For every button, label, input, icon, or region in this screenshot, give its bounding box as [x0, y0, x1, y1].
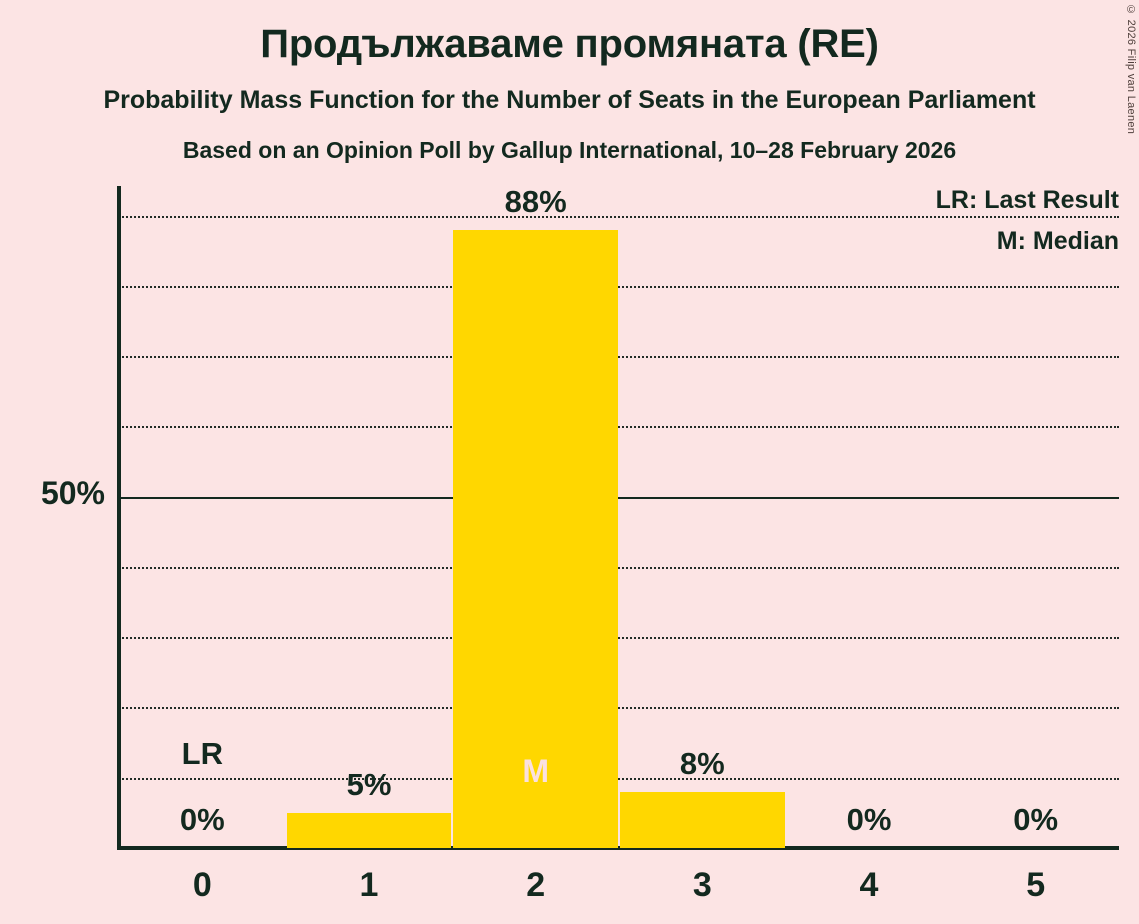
gridline	[119, 356, 1119, 359]
copyright-notice: © 2026 Filip van Laenen	[1125, 4, 1137, 135]
chart-subtitle: Probability Mass Function for the Number…	[103, 86, 1036, 114]
x-axis-tick-label: 2	[526, 866, 546, 904]
x-axis-line	[117, 846, 1119, 850]
bar-value-label: 88%	[504, 183, 567, 219]
chart-source-subtitle: Based on an Opinion Poll by Gallup Inter…	[182, 137, 957, 163]
bar: M	[453, 229, 618, 848]
bar-value-label: 0%	[179, 802, 225, 837]
bar	[620, 791, 785, 848]
gridline	[119, 777, 1119, 780]
bar-value-label: 0%	[846, 802, 892, 837]
legend-item-last-result: LR: Last Result	[935, 186, 1119, 214]
gridline	[119, 637, 1119, 640]
y-axis-tick-label: 50%	[40, 474, 105, 511]
x-axis-tick-label: 0	[192, 866, 212, 904]
y-axis-line	[117, 186, 121, 850]
gridline	[119, 426, 1119, 429]
x-axis-tick-label: 1	[359, 866, 379, 904]
bar-value-label: 0%	[1013, 802, 1059, 837]
x-axis-tick-label: 5	[1026, 866, 1046, 904]
gridline	[119, 285, 1119, 288]
x-axis-tick-label: 3	[692, 866, 712, 904]
gridline	[119, 566, 1119, 569]
x-axis-tick-label: 4	[859, 866, 879, 904]
legend: LR: Last Result M: Median	[936, 180, 1119, 262]
bar	[286, 812, 452, 848]
bar-value-label: 5%	[346, 766, 392, 802]
gridline	[119, 707, 1119, 710]
gridline	[119, 215, 1119, 218]
last-result-marker: LR	[181, 735, 223, 771]
page-title: Продължаваме промяната (RE)	[260, 22, 879, 66]
legend-item-median: M: Median	[996, 227, 1119, 255]
gridline-major	[119, 496, 1119, 499]
bar-value-label: 8%	[679, 745, 725, 781]
median-marker: M	[522, 753, 549, 790]
